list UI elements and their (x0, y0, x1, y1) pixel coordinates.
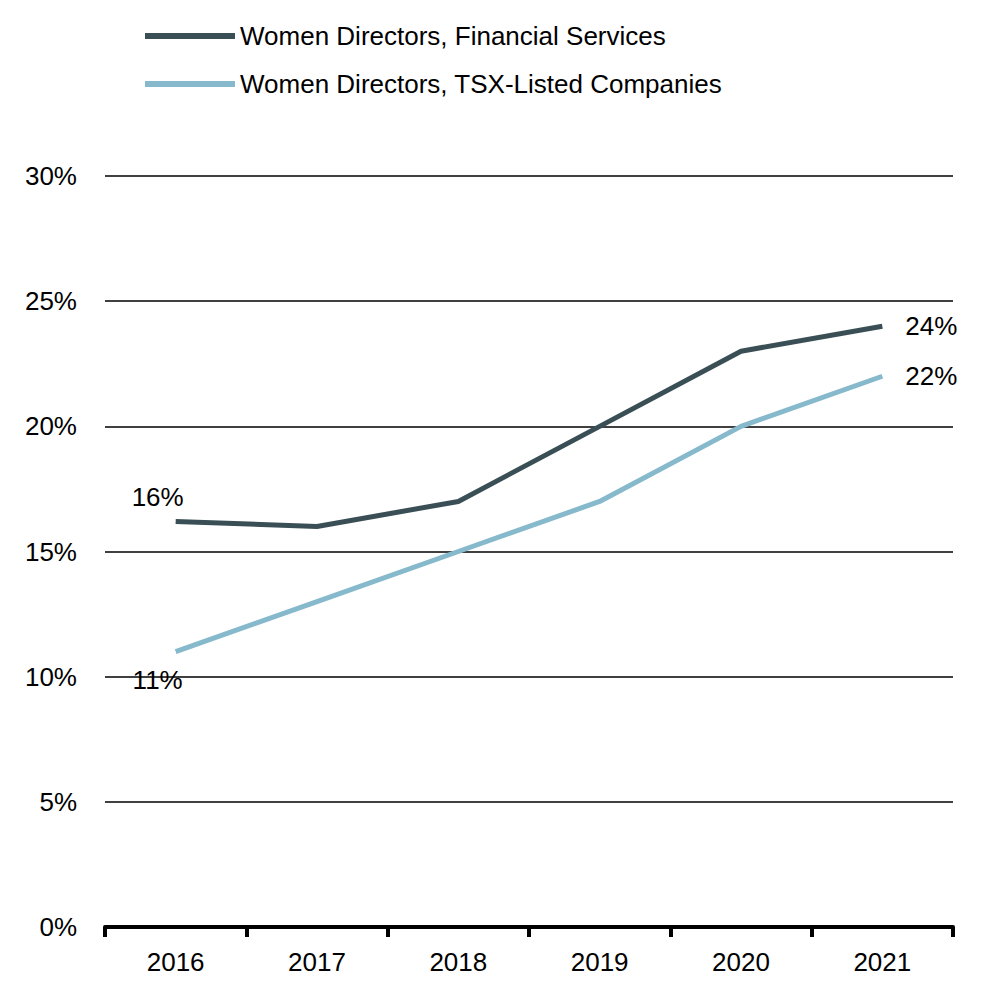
svg-text:0%: 0% (39, 912, 77, 942)
svg-text:2018: 2018 (429, 947, 487, 977)
svg-text:15%: 15% (25, 537, 77, 567)
svg-text:2021: 2021 (853, 947, 911, 977)
svg-text:2019: 2019 (571, 947, 629, 977)
svg-text:30%: 30% (25, 161, 77, 191)
svg-text:24%: 24% (905, 311, 957, 341)
svg-text:16%: 16% (132, 482, 184, 512)
svg-text:5%: 5% (39, 787, 77, 817)
svg-text:11%: 11% (133, 665, 183, 695)
svg-text:25%: 25% (25, 286, 77, 316)
svg-text:2017: 2017 (288, 947, 346, 977)
svg-text:22%: 22% (905, 361, 957, 391)
svg-text:Women Directors, TSX-Listed Co: Women Directors, TSX-Listed Companies (240, 69, 722, 99)
svg-text:10%: 10% (25, 662, 77, 692)
svg-text:2020: 2020 (712, 947, 770, 977)
svg-text:Women Directors, Financial Ser: Women Directors, Financial Services (240, 21, 666, 51)
svg-text:20%: 20% (25, 411, 77, 441)
svg-text:2016: 2016 (147, 947, 205, 977)
